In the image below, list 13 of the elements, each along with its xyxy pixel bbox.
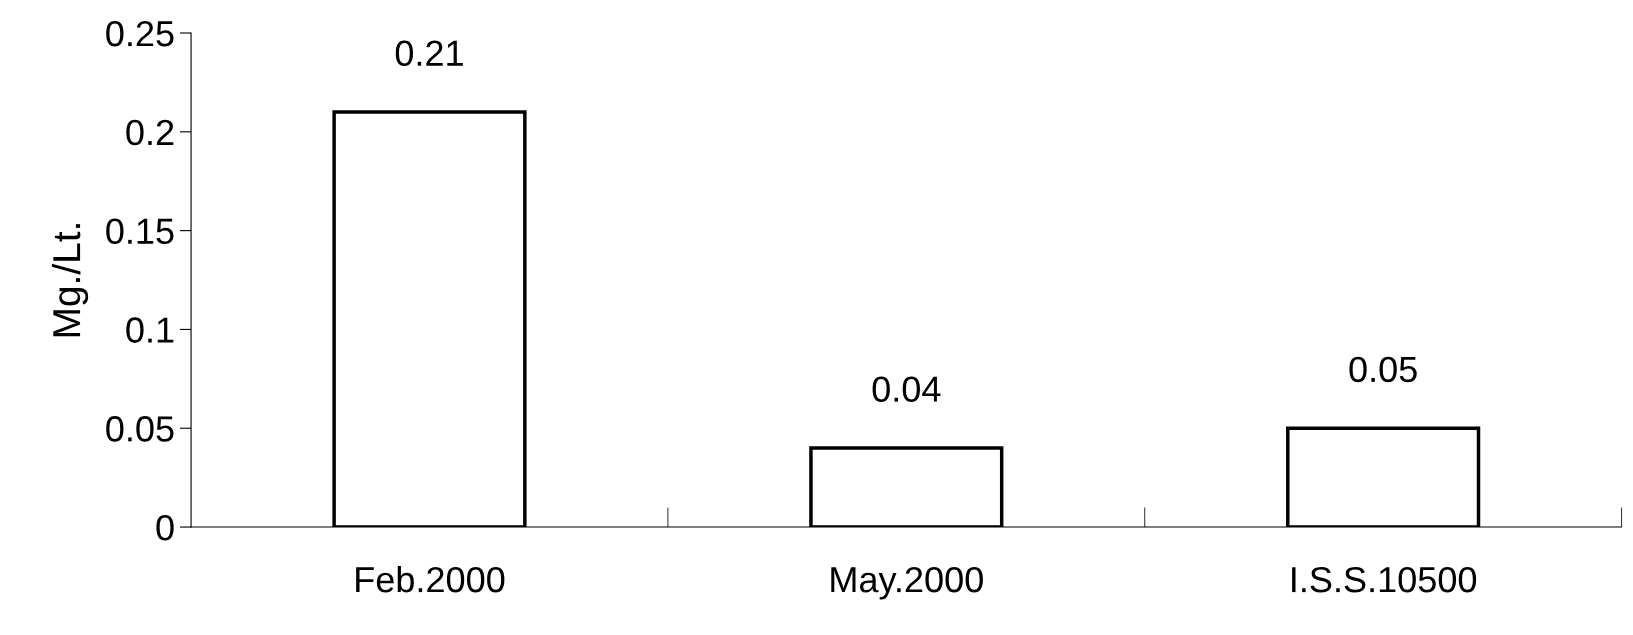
y-tick-label: 0.25 <box>106 20 174 47</box>
x-tick-label: I.S.S.10500 <box>1292 566 1477 593</box>
y-axis-title: Mg./Lt. <box>51 224 89 337</box>
y-tick-label: 0.15 <box>106 218 174 245</box>
x-tick-label: May.2000 <box>831 566 983 600</box>
y-tick-label: 0.05 <box>106 416 174 442</box>
y-tick-label: 0.1 <box>126 317 174 343</box>
y-tick-label: 0 <box>156 514 174 541</box>
data-label: 0.04 <box>872 376 941 402</box>
data-label: 0.05 <box>1349 356 1417 383</box>
y-tick-label: 0.2 <box>126 119 174 146</box>
data-label: 0.21 <box>395 40 463 67</box>
x-tick-label: Feb.2000 <box>356 565 505 593</box>
